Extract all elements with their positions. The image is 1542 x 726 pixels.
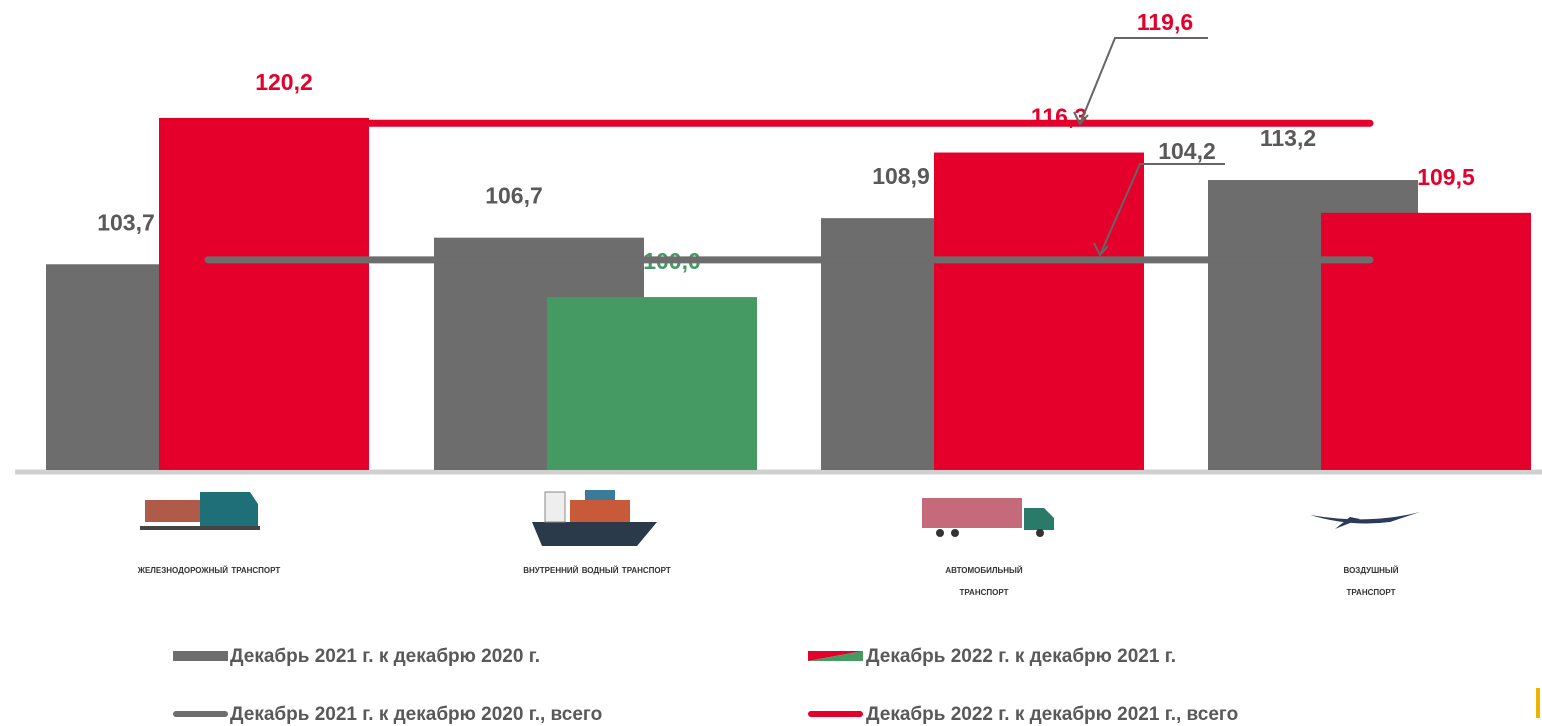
legend-label: Декабрь 2021 г. к декабрю 2020 г., всего: [230, 704, 602, 725]
truck-icon: [922, 498, 1054, 537]
category-label: Автомобильный транспорт: [945, 562, 1023, 598]
value-label: 113,2: [1260, 125, 1316, 151]
bar: [547, 297, 757, 470]
value-label: 106,7: [485, 183, 543, 209]
legend-swatch: [808, 651, 863, 661]
category-label: Железнодорожный транспорт: [137, 562, 281, 576]
legend-label: Декабрь 2022 г. к декабрю 2021 г.: [866, 646, 1176, 667]
legend-label: Декабрь 2022 г. к декабрю 2021 г., всего: [866, 704, 1238, 725]
annotation-arrow: [1079, 37, 1208, 125]
category-label: Воздушный транспорт: [1344, 562, 1399, 598]
value-label: 109,5: [1417, 164, 1475, 190]
legend-label: Декабрь 2021 г. к декабрю 2020 г.: [230, 646, 540, 667]
bar: [159, 117, 369, 471]
legend-swatch: [173, 651, 228, 661]
bar: [1321, 212, 1531, 470]
bar: [934, 152, 1144, 470]
plane-icon: [1310, 512, 1420, 529]
value-label: 103,7: [97, 209, 155, 235]
arrow-head: [1073, 111, 1089, 126]
annotation-arrow: [1099, 163, 1225, 256]
total-label: 119,6: [1137, 9, 1193, 35]
total-label: 104,2: [1158, 138, 1216, 164]
value-label: 120,2: [255, 69, 313, 95]
category-label: Внутренний водный транспорт: [523, 562, 671, 576]
train-icon: [140, 492, 260, 530]
icons: [140, 490, 1420, 546]
value-label: 108,9: [872, 163, 930, 189]
corner-mark: [1536, 688, 1540, 718]
ship-icon: [532, 490, 657, 546]
arrow-head: [1093, 242, 1109, 257]
